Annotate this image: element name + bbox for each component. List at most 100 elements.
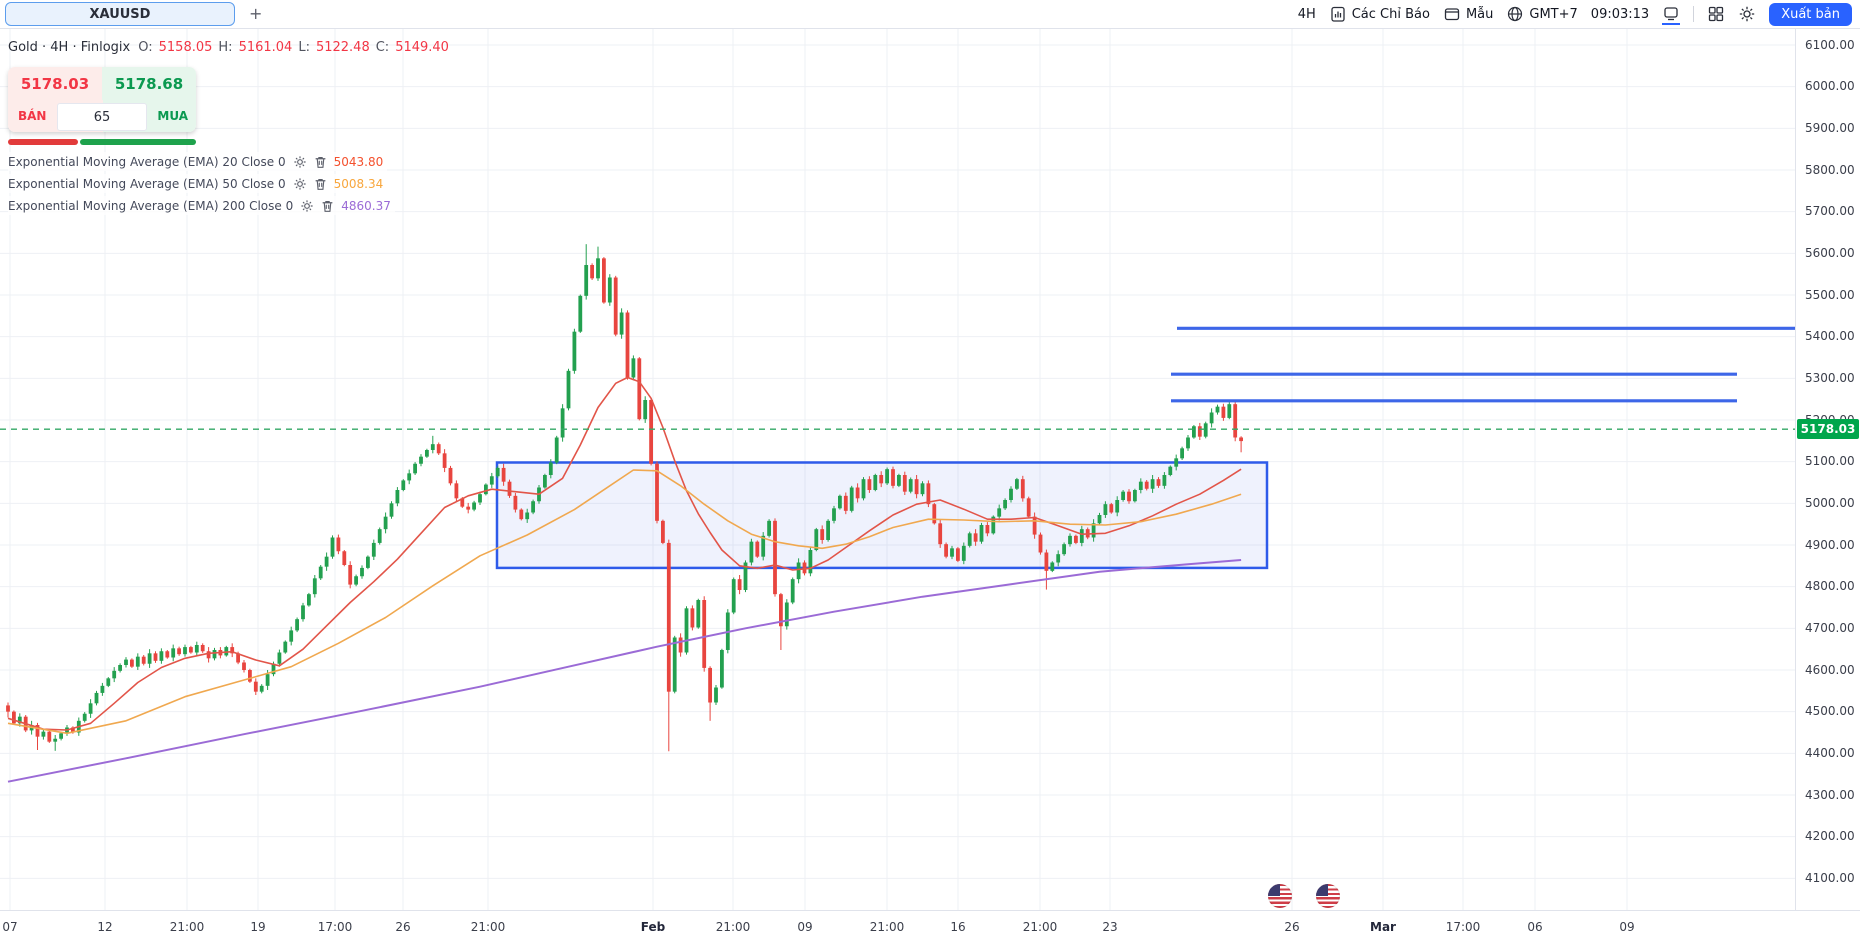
time-axis-border [0, 910, 1860, 911]
candle-body [12, 711, 16, 724]
candle-body [230, 647, 235, 654]
candle-body [413, 463, 417, 474]
candle-body [914, 479, 919, 495]
candle-body [1003, 500, 1007, 509]
candle-body [312, 578, 317, 595]
candle-body [767, 520, 771, 536]
candle-body [53, 738, 58, 742]
low-label: L: [298, 40, 310, 55]
indicator-delete-icon[interactable] [314, 155, 327, 169]
candle-body [720, 650, 724, 688]
candle-body [708, 667, 712, 703]
candle-body [637, 358, 642, 420]
indicator-label: Exponential Moving Average (EMA) 20 Clos… [8, 154, 286, 169]
candle-body [1097, 515, 1102, 524]
open-label: O: [138, 40, 153, 55]
price-axis-label: 6100.00 [1805, 37, 1855, 52]
candle-body [625, 312, 630, 378]
timezone-button[interactable]: GMT+7 [1506, 5, 1578, 23]
indicator-row[interactable]: Exponential Moving Average (EMA) 200 Clo… [8, 196, 395, 215]
candle-body [318, 566, 323, 579]
buy-price: 5178.68 [102, 67, 196, 100]
indicator-settings-icon[interactable] [293, 177, 307, 191]
candle-body [932, 504, 937, 524]
candle-body [879, 475, 884, 484]
candle-body [277, 652, 282, 664]
sell-ratio-segment [8, 139, 78, 145]
indicators-icon [1329, 5, 1347, 23]
candle-body [41, 731, 46, 737]
candle-body [265, 674, 270, 686]
candle-body [843, 495, 848, 511]
candle-body [714, 687, 718, 703]
candle-body [566, 370, 571, 409]
candle-body [867, 479, 872, 491]
indicators-button[interactable]: Các Chỉ Báo [1329, 5, 1430, 23]
candle-body [271, 663, 276, 675]
candle-body [336, 537, 341, 552]
candle-body [938, 523, 943, 545]
candlestick-chart[interactable] [0, 28, 1795, 910]
layout-grid-button[interactable] [1707, 5, 1725, 23]
candle-body [460, 498, 465, 507]
screenshot-button[interactable] [1662, 4, 1681, 25]
low-value: 5122.48 [315, 40, 370, 55]
indicator-delete-icon[interactable] [321, 199, 334, 213]
chart-title[interactable]: Gold · 4H · Finlogix [8, 40, 131, 55]
high-label: H: [218, 40, 233, 55]
candle-body [602, 258, 606, 303]
interval-button[interactable]: 4H [1298, 7, 1316, 22]
indicator-row[interactable]: Exponential Moving Average (EMA) 20 Clos… [8, 152, 388, 171]
indicator-label: Exponential Moving Average (EMA) 200 Clo… [8, 198, 294, 213]
settings-button[interactable] [1738, 5, 1756, 23]
candle-body [578, 295, 583, 332]
candle-body [761, 535, 766, 557]
price-axis[interactable]: 6100.00 6000.00 5900.00 5800.00 5700.00 5600.… [1796, 28, 1860, 910]
candle-body [666, 542, 671, 692]
candle-body [1050, 562, 1055, 571]
candle-body [519, 509, 524, 520]
candle-body [1009, 488, 1013, 501]
indicator-settings-icon[interactable] [300, 199, 314, 213]
add-tab-button[interactable]: + [249, 4, 263, 23]
indicator-value: 5043.80 [333, 154, 384, 169]
publish-button[interactable]: Xuất bản [1769, 2, 1852, 26]
price-axis-label: 5700.00 [1805, 204, 1855, 219]
price-axis-label: 5300.00 [1805, 370, 1855, 385]
time-axis-label: 21:00 [715, 920, 751, 934]
indicator-row[interactable]: Exponential Moving Average (EMA) 50 Clos… [8, 174, 388, 193]
candle-body [649, 400, 653, 464]
toolbar-right-group: 4H Các Chỉ Báo Mẫu [1298, 0, 1852, 28]
candle-body [849, 487, 854, 511]
indicator-settings-icon[interactable] [293, 155, 307, 169]
candle-body [979, 525, 984, 542]
candle-body [838, 495, 842, 509]
indicator-delete-icon[interactable] [314, 177, 327, 191]
candle-body [212, 650, 217, 659]
candle-body [596, 258, 600, 279]
candle-body [743, 562, 748, 591]
price-axis-label: 5600.00 [1805, 245, 1855, 260]
time-axis-label: 21:00 [470, 920, 506, 934]
templates-button[interactable]: Mẫu [1443, 5, 1493, 23]
sentiment-ratio-bar [8, 139, 196, 145]
price-axis-label: 4500.00 [1805, 704, 1855, 719]
symbol-tab[interactable]: XAUUSD [5, 2, 235, 26]
close-label: C: [375, 40, 390, 55]
time-axis[interactable]: 07 12 21:00 19 17:00 26 21:00 Feb 21:00 09 21:00 16… [0, 911, 1860, 947]
candle-body [118, 665, 122, 671]
candle-body [401, 480, 406, 491]
candle-body [1209, 412, 1214, 424]
candle-body [1103, 504, 1108, 516]
ohlc-values: O: 5158.05 H: 5161.04 L: 5122.48 C: 5149… [138, 40, 449, 55]
candle-body [855, 487, 860, 499]
candle-body [873, 475, 878, 491]
candle-body [554, 437, 559, 463]
time-axis-label: Feb [640, 920, 666, 934]
candle-body [177, 648, 181, 655]
time-axis-label: 07 [2, 920, 18, 934]
candle-body [1239, 437, 1243, 442]
open-value: 5158.05 [158, 40, 213, 55]
candle-body [1150, 479, 1155, 489]
order-panel-buttons: BÁN MUA 65 [8, 100, 196, 132]
